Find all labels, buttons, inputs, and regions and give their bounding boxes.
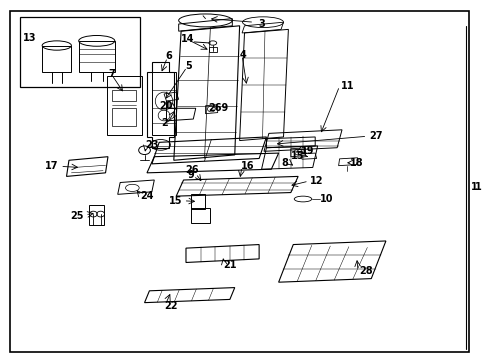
Text: 19: 19 [300,145,313,156]
Text: 15: 15 [169,196,182,206]
Text: 22: 22 [163,301,177,311]
Text: 24: 24 [140,192,153,202]
Text: 6: 6 [165,51,172,61]
Text: 4: 4 [239,50,246,60]
Text: 2: 2 [161,118,168,128]
Text: 21: 21 [223,260,236,270]
Text: 13: 13 [22,33,36,43]
Text: 269: 269 [207,103,228,113]
Text: 26: 26 [185,165,198,175]
Text: 10: 10 [320,194,333,204]
Bar [89,205,104,225]
Text: 18: 18 [349,158,363,168]
Text: 25: 25 [70,211,83,221]
Text: 20: 20 [159,101,172,111]
Text: 5: 5 [184,61,191,71]
Text: 1: 1 [474,182,480,192]
Text: 27: 27 [368,131,382,141]
Text: 14: 14 [181,35,194,44]
Text: 3: 3 [258,19,264,29]
Text: 17: 17 [44,161,58,171]
Text: 23: 23 [145,140,158,150]
Bar [208,47,216,51]
Text: 16: 16 [241,161,254,171]
Text: 11: 11 [340,81,353,91]
Text: 12: 12 [310,176,323,186]
Bar [112,108,136,126]
Text: 28: 28 [358,266,372,276]
Text: 1: 1 [470,182,477,192]
Text: 9: 9 [187,170,194,180]
Text: 8: 8 [281,158,288,168]
Bar [112,90,136,101]
Bar [20,17,140,87]
Text: 15: 15 [290,150,304,161]
Text: 7: 7 [108,69,115,79]
